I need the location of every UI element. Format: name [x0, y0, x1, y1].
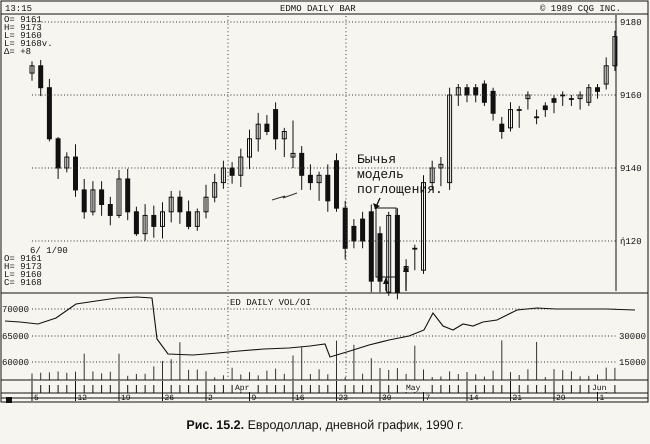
svg-text:ED DAILY VOL/OI: ED DAILY VOL/OI	[230, 298, 311, 308]
svg-text:60000: 60000	[2, 358, 29, 368]
svg-text:65000: 65000	[2, 332, 29, 342]
svg-text:модель: модель	[357, 167, 404, 182]
svg-text:Бычья: Бычья	[357, 152, 396, 167]
svg-text:EDMO DAILY BAR: EDMO DAILY BAR	[280, 4, 356, 14]
svg-text:23: 23	[339, 394, 349, 403]
svg-text:9140: 9140	[620, 164, 642, 174]
svg-text:Jun: Jun	[592, 384, 607, 393]
svg-text:ή120: ή120	[620, 237, 642, 247]
svg-text:Δ= +8: Δ= +8	[4, 47, 31, 57]
svg-text:May: May	[406, 384, 421, 393]
svg-text:16: 16	[295, 394, 305, 403]
svg-text:9180: 9180	[620, 18, 642, 28]
svg-text:70000: 70000	[2, 305, 29, 315]
svg-text:14: 14	[469, 394, 479, 403]
svg-text:9: 9	[252, 394, 257, 403]
svg-text:© 1989 CQG INC.: © 1989 CQG INC.	[540, 4, 621, 14]
svg-text:19: 19	[121, 394, 131, 403]
svg-text:30: 30	[382, 394, 392, 403]
svg-text:1: 1	[600, 394, 605, 403]
svg-text:21: 21	[513, 394, 523, 403]
svg-text:Apr: Apr	[235, 384, 250, 393]
svg-text:29: 29	[556, 394, 566, 403]
svg-text:15000: 15000	[619, 358, 646, 368]
svg-text:13:15: 13:15	[5, 4, 32, 14]
svg-text:30000: 30000	[619, 332, 646, 342]
svg-text:поглощения.: поглощения.	[357, 182, 443, 197]
svg-text:2: 2	[208, 394, 213, 403]
svg-text:9160: 9160	[620, 91, 642, 101]
svg-text:26: 26	[165, 394, 175, 403]
svg-text:7: 7	[426, 394, 431, 403]
svg-text:12: 12	[78, 394, 88, 403]
svg-text:C= 9168: C= 9168	[4, 278, 42, 288]
svg-text:5: 5	[34, 394, 39, 403]
